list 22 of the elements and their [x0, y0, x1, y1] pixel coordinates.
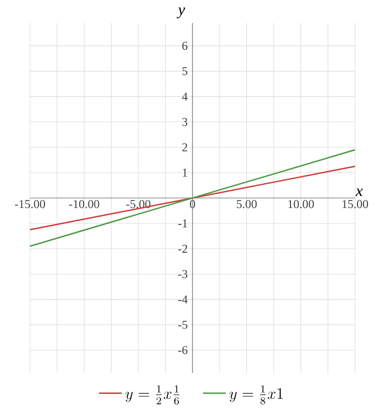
x-tick-label: -15.00	[14, 200, 46, 208]
x-tick-label: 5.00	[236, 200, 257, 208]
y-tick-label: -4	[178, 295, 188, 304]
y-tick-label: -2	[178, 244, 188, 253]
y-tick-label: 3	[182, 118, 188, 126]
y-tick-label: -6	[178, 346, 188, 354]
y-tick-label: -1	[178, 219, 188, 228]
y-tick-label: -5	[178, 320, 188, 329]
y-tick-label: -3	[178, 270, 188, 278]
y-axis-title: y	[176, 8, 186, 18]
y-tick-label: 6	[182, 42, 188, 50]
x-tick-label: 15.00	[342, 200, 368, 208]
y-tick-label: 4	[182, 92, 188, 100]
legend-label: $y=\frac{1}{2}x\frac{1}{6}$	[126, 385, 180, 405]
legend-label: $y=\frac{1}{8}x1$	[230, 385, 283, 405]
y-tick-label: 1	[182, 168, 188, 177]
y-tick-label: 2	[182, 143, 188, 152]
x-tick-label: -10.00	[69, 200, 100, 208]
x-tick-label: 0	[190, 200, 196, 208]
x-axis-title: x	[356, 188, 363, 196]
x-tick-label: 10.00	[288, 200, 314, 208]
y-tick-label: 5	[182, 67, 188, 76]
